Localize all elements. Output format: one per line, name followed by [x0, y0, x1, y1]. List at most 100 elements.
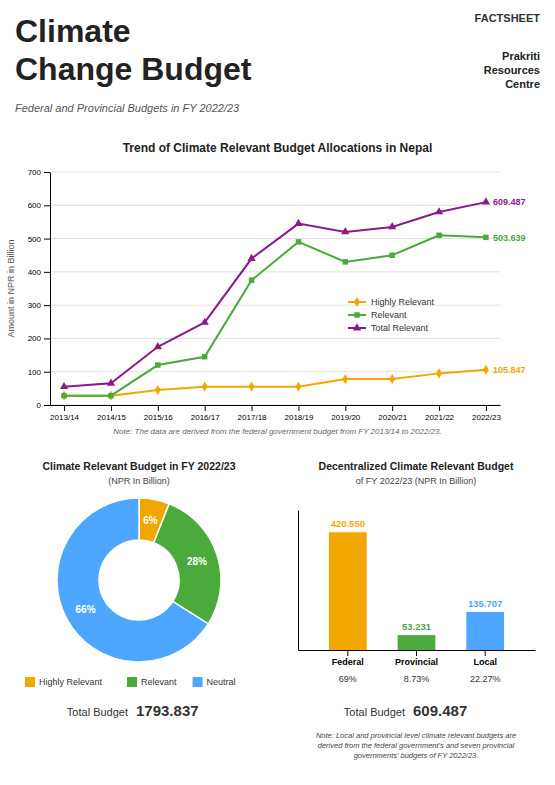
end-label: 609.487 — [493, 197, 526, 207]
legend-item: Highly Relevant — [348, 297, 435, 307]
x-tick: 2015/16 — [144, 405, 173, 422]
share-label: 69% — [339, 674, 357, 684]
series-line — [64, 370, 486, 396]
point — [249, 277, 254, 282]
point — [295, 382, 301, 392]
x-tick-label: 2018/19 — [284, 413, 313, 422]
slice — [57, 498, 208, 662]
grid-line — [50, 172, 500, 173]
grid-line — [50, 338, 500, 339]
plot-area — [60, 197, 490, 400]
page-subtitle: Federal and Provincial Budgets in FY 202… — [15, 102, 240, 114]
tick-mark — [44, 372, 50, 373]
point — [108, 393, 113, 398]
data-label: 28% — [187, 556, 207, 567]
tick-mark — [44, 172, 50, 173]
point — [107, 379, 115, 386]
legend-marker — [354, 312, 359, 317]
y-tick-label: 200 — [28, 334, 42, 343]
org-name: PrakritiResourcesCentre — [484, 50, 540, 90]
plot-area — [329, 532, 504, 650]
point — [388, 222, 396, 229]
x-tick-label: 2013/14 — [50, 413, 79, 422]
x-tick-label: 2015/16 — [144, 413, 173, 422]
chart-title: Climate Relevant Budget in FY 2022/23 — [43, 460, 236, 472]
legend-item: Highly Relevant — [25, 677, 103, 687]
x-tick: 2018/19 — [284, 405, 313, 422]
legend-label: Total Relevant — [371, 323, 429, 333]
end-label: 105.847 — [493, 365, 526, 375]
slices — [57, 498, 221, 662]
grid-line — [50, 371, 500, 372]
point — [436, 233, 441, 238]
point — [482, 197, 490, 204]
x-tick: Provincial — [395, 650, 438, 667]
y-tick-label: 500 — [28, 235, 42, 244]
y-axis — [298, 511, 299, 651]
y-tick: 500 — [28, 235, 50, 244]
axis-line — [51, 405, 501, 406]
x-axis: 2013/14 2014/15 2015/16 2016/17 2017/18 2018/… — [50, 405, 501, 422]
y-axis-title: Amount in NPR in Billion — [6, 239, 16, 337]
legend-swatch — [25, 677, 35, 687]
legend-item: Neutral — [193, 677, 236, 687]
point — [343, 259, 348, 264]
badge-label: FACTSHEET — [475, 12, 541, 24]
x-tick-label: 2020/21 — [378, 413, 407, 422]
x-tick-label: 2019/20 — [331, 413, 360, 422]
slice — [154, 504, 221, 624]
share-label: 8.73% — [404, 674, 430, 684]
x-tick: 2017/18 — [238, 405, 267, 422]
x-tick: 2020/21 — [378, 405, 407, 422]
tick-mark — [44, 305, 50, 306]
tick-mark — [64, 405, 65, 411]
legend-item: Relevant — [127, 677, 177, 687]
grid-line — [50, 205, 500, 206]
point — [296, 239, 301, 244]
end-label: 503.639 — [493, 233, 526, 243]
tick-mark — [44, 239, 50, 240]
chart-subtitle: of FY 2022/23 (NPR In Billion) — [356, 476, 476, 486]
grid-line — [50, 405, 500, 406]
tick-mark — [44, 405, 50, 406]
header: ClimateChange BudgetFederal and Provinci… — [15, 12, 540, 114]
tick-mark — [44, 205, 50, 206]
tick-mark — [252, 405, 253, 411]
x-tick-label: 2016/17 — [191, 413, 220, 422]
x-tick-label: 2022/23 — [472, 413, 501, 422]
x-tick-label: 2021/22 — [425, 413, 454, 422]
y-tick: 600 — [28, 201, 50, 210]
legend-swatch — [127, 677, 137, 687]
x-tick-label: Federal — [332, 657, 364, 667]
point — [108, 391, 114, 401]
point — [155, 362, 160, 367]
bar — [466, 612, 504, 650]
point — [60, 382, 68, 389]
bar — [398, 635, 436, 650]
bar — [329, 532, 367, 650]
point — [249, 382, 255, 392]
axis-line — [50, 173, 51, 406]
y-tick-label: 600 — [28, 201, 42, 210]
tick-mark — [205, 405, 206, 411]
tick-mark — [485, 650, 486, 656]
x-tick: 2014/15 — [97, 405, 126, 422]
legend-label: Relevant — [371, 310, 407, 320]
grid — [50, 172, 500, 405]
trend-chart: Trend of Climate Relevant Budget Allocat… — [6, 141, 525, 436]
tick-mark — [439, 405, 440, 411]
point — [154, 342, 162, 349]
legend-item: Relevant — [348, 310, 407, 320]
tick-mark — [44, 338, 50, 339]
total-value: 609.487 — [413, 702, 467, 719]
x-tick: Federal — [332, 650, 364, 667]
point — [202, 354, 207, 359]
tick-mark — [486, 405, 487, 411]
data-label: 53.231 — [402, 621, 432, 632]
y-tick: 200 — [28, 334, 50, 343]
y-tick: 0 — [37, 401, 50, 410]
point — [155, 385, 161, 395]
point — [389, 252, 394, 257]
legend-label: Highly Relevant — [371, 297, 435, 307]
point — [341, 227, 349, 234]
